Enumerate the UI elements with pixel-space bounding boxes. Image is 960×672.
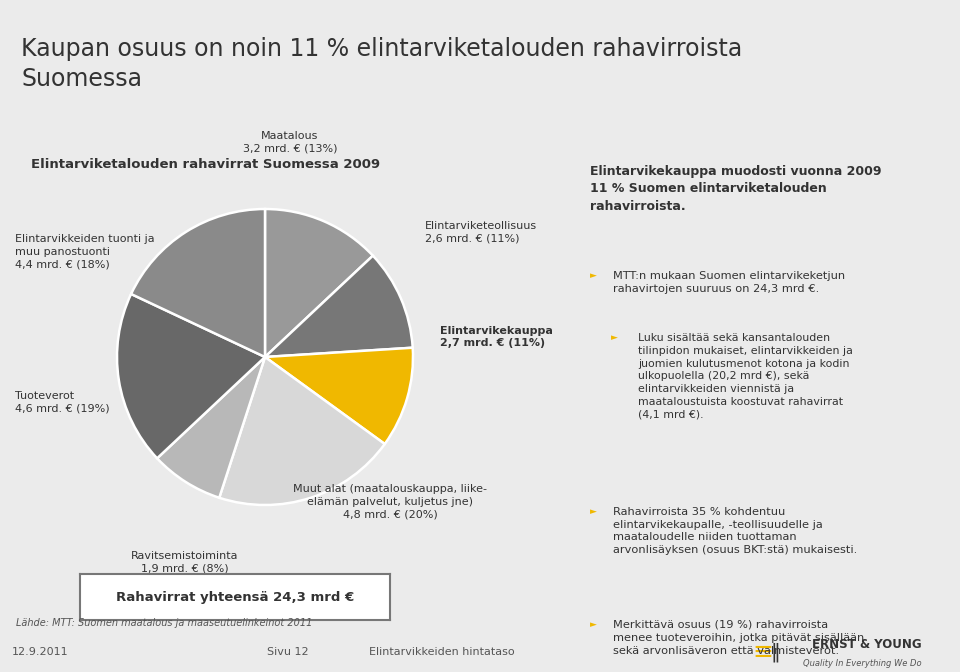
Text: Luku sisältää sekä kansantalouden
tilinpidon mukaiset, elintarvikkeiden ja
juomi: Luku sisältää sekä kansantalouden tilinp…: [638, 333, 852, 420]
Text: ≡: ≡: [753, 640, 774, 664]
Text: Elintarviketeollisuus
2,6 mrd. € (11%): Elintarviketeollisuus 2,6 mrd. € (11%): [425, 220, 538, 243]
Text: MTT:n mukaan Suomen elintarvikeketjun
rahavirtojen suuruus on 24,3 mrd €.: MTT:n mukaan Suomen elintarvikeketjun ra…: [613, 271, 845, 294]
Text: Rahavirrat yhteensä 24,3 mrd €: Rahavirrat yhteensä 24,3 mrd €: [116, 591, 354, 603]
Text: Elintarviketalouden rahavirrat Suomessa 2009: Elintarviketalouden rahavirrat Suomessa …: [32, 159, 380, 171]
Text: Ravitsemistoiminta
1,9 mrd. € (8%): Ravitsemistoiminta 1,9 mrd. € (8%): [132, 550, 239, 573]
Text: ►: ►: [590, 620, 597, 629]
Text: Rahavirroista 35 % kohdentuu
elintarvikekaupalle, -teollisuudelle ja
maataloudel: Rahavirroista 35 % kohdentuu elintarvike…: [613, 507, 857, 555]
Text: Maatalous
3,2 mrd. € (13%): Maatalous 3,2 mrd. € (13%): [243, 130, 337, 153]
Text: Kaupan osuus on noin 11 % elintarviketalouden rahavirroista
Suomessa: Kaupan osuus on noin 11 % elintarviketal…: [21, 37, 742, 91]
Text: Elintarvikekauppa muodosti vuonna 2009
11 % Suomen elintarviketalouden
rahavirro: Elintarvikekauppa muodosti vuonna 2009 1…: [590, 165, 881, 212]
Wedge shape: [265, 255, 413, 357]
Text: ►: ►: [590, 271, 597, 280]
Text: Elintarvikkeiden hintataso: Elintarvikkeiden hintataso: [369, 647, 515, 657]
Wedge shape: [157, 357, 265, 498]
Text: Elintarvikekauppa
2,7 mrd. € (11%): Elintarvikekauppa 2,7 mrd. € (11%): [440, 326, 553, 348]
Text: 12.9.2011: 12.9.2011: [12, 647, 68, 657]
Text: Lähde: MTT: Suomen maatalous ja maaseutuelinkeinot 2011: Lähde: MTT: Suomen maatalous ja maaseutu…: [15, 618, 312, 628]
Text: ‖: ‖: [771, 642, 780, 662]
Text: ►: ►: [612, 333, 618, 342]
Text: Elintarvikkeiden tuonti ja
muu panostuonti
4,4 mrd. € (18%): Elintarvikkeiden tuonti ja muu panostuon…: [15, 235, 155, 269]
Text: Muut alat (maatalouskauppa, liike-
elämän palvelut, kuljetus jne)
4,8 mrd. € (20: Muut alat (maatalouskauppa, liike- elämä…: [293, 485, 487, 520]
Wedge shape: [132, 209, 265, 357]
Text: Merkittävä osuus (19 %) rahavirroista
menee tuoteveroihin, jotka pitävät sisällä: Merkittävä osuus (19 %) rahavirroista me…: [613, 620, 864, 656]
Text: Quality In Everything We Do: Quality In Everything We Do: [803, 659, 922, 668]
Text: Sivu 12: Sivu 12: [267, 647, 309, 657]
Text: ►: ►: [590, 507, 597, 516]
Wedge shape: [117, 294, 265, 458]
Wedge shape: [265, 347, 413, 444]
Text: Tuoteverot
4,6 mrd. € (19%): Tuoteverot 4,6 mrd. € (19%): [15, 390, 109, 413]
Text: ERNST & YOUNG: ERNST & YOUNG: [812, 638, 922, 651]
Wedge shape: [219, 357, 385, 505]
Wedge shape: [265, 209, 372, 357]
